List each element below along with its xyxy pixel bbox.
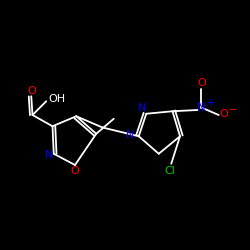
Text: O: O <box>27 86 36 96</box>
Text: N: N <box>197 101 206 114</box>
Text: N: N <box>126 130 134 140</box>
Text: Cl: Cl <box>164 166 175 176</box>
Text: O: O <box>197 78 206 88</box>
Text: N: N <box>45 150 54 160</box>
Text: O: O <box>71 166 80 175</box>
Text: −: − <box>228 105 237 115</box>
Text: OH: OH <box>48 94 65 104</box>
Text: N: N <box>138 103 146 113</box>
Text: +: + <box>206 98 214 108</box>
Text: O: O <box>220 109 228 119</box>
